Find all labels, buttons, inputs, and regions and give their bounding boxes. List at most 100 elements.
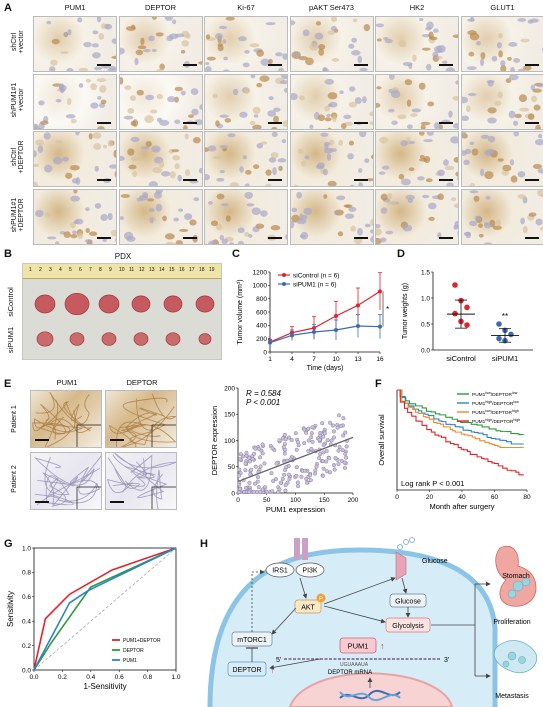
cell-nucleus — [126, 107, 134, 114]
cell-nucleus — [290, 220, 294, 228]
cell-membrane — [207, 547, 498, 707]
data-point — [464, 304, 470, 311]
cell-nucleus — [483, 241, 492, 244]
logrank-annotation: Log rank P < 0.001 — [401, 479, 464, 488]
data-point — [247, 489, 252, 494]
five-prime: 5' — [276, 657, 281, 664]
cell-nucleus — [327, 180, 337, 186]
cell-nucleus — [527, 112, 534, 120]
deptor-label: DEPTOR — [232, 667, 261, 674]
cell-nucleus — [517, 68, 525, 71]
cell-nucleus — [129, 94, 136, 101]
data-point — [318, 452, 323, 457]
cell-nucleus — [100, 213, 108, 221]
y-axis-label: Overall survival — [377, 414, 386, 466]
cell-nucleus — [164, 17, 173, 21]
tumor-sicontrol — [131, 295, 151, 313]
cell-nucleus — [239, 166, 244, 173]
cell-nucleus — [155, 203, 162, 212]
data-point — [250, 457, 255, 462]
y-tick-label: 800 — [256, 296, 267, 303]
cell-nucleus — [348, 101, 357, 108]
cell-nucleus — [210, 219, 219, 226]
cell-nucleus — [113, 149, 116, 158]
cell-nucleus — [221, 237, 228, 244]
cell-nucleus — [323, 104, 330, 111]
cell-nucleus — [405, 194, 415, 200]
cell-nucleus — [408, 167, 415, 172]
panel-label-h: H — [200, 538, 208, 550]
cell-nucleus — [298, 94, 305, 101]
data-point — [244, 450, 249, 455]
series-line — [269, 290, 381, 343]
cell-nucleus — [219, 170, 225, 174]
cell-nucleus — [368, 120, 373, 125]
cell-nucleus — [49, 66, 56, 71]
irs1-label: IRS1 — [272, 568, 288, 575]
legend-label: PUM1+DEPTOR — [123, 638, 161, 644]
data-point — [327, 470, 332, 475]
cell-nucleus — [83, 41, 92, 48]
data-point — [287, 435, 292, 440]
cell-nucleus — [181, 40, 189, 47]
cell-nucleus — [268, 157, 277, 163]
cell-nucleus — [259, 74, 270, 82]
cell-nucleus — [297, 55, 308, 61]
cell-nucleus — [34, 209, 44, 217]
cell-nucleus — [249, 120, 256, 125]
tumor-sipum1 — [101, 332, 117, 346]
cell-nucleus — [330, 17, 337, 22]
e-row-patient2: Patient 2 — [11, 465, 18, 493]
y-tick-label: 50 — [228, 464, 236, 471]
data-point — [269, 471, 274, 476]
cell-nucleus — [302, 29, 310, 37]
cell-nucleus — [171, 155, 180, 161]
data-point — [306, 426, 311, 431]
data-point — [271, 479, 276, 484]
cell-nucleus — [463, 231, 471, 236]
cell-nucleus — [250, 74, 256, 78]
legend-marker — [282, 273, 286, 277]
cell-nucleus — [184, 133, 189, 140]
data-point — [255, 479, 260, 484]
cell-nucleus — [485, 195, 490, 200]
tissue-fiber — [119, 406, 175, 447]
y-axis-label: Tumor weights (g) — [402, 283, 409, 339]
survival-curve — [397, 389, 524, 449]
data-point — [294, 447, 299, 452]
data-point — [304, 480, 309, 485]
tumor-sipum1 — [133, 332, 149, 346]
cell-nucleus — [422, 194, 430, 198]
cell-nucleus — [165, 241, 175, 244]
patient-ihc-image — [105, 390, 177, 448]
cell-nucleus — [512, 120, 518, 126]
cell-nucleus — [265, 183, 272, 186]
cell-nucleus — [212, 93, 218, 98]
ihc-image — [375, 16, 459, 72]
cell-nucleus — [85, 206, 90, 211]
scale-bar — [182, 64, 197, 66]
cell-nucleus — [222, 148, 228, 152]
cell-nucleus — [508, 74, 519, 80]
data-point — [237, 467, 242, 472]
cell-nucleus — [327, 30, 335, 35]
cell-nucleus — [54, 240, 60, 244]
ihc-image — [289, 73, 374, 130]
x-tick-label: 0.0 — [29, 674, 38, 681]
cell-nucleus — [147, 35, 155, 42]
row-label-0: shCtrl +vector — [11, 30, 26, 54]
cell-nucleus — [407, 123, 413, 129]
y-tick-label: 100 — [224, 438, 235, 445]
cell-nucleus — [535, 218, 543, 225]
data-point — [321, 466, 326, 471]
cell-nucleus — [348, 140, 354, 146]
cell-nucleus — [171, 19, 176, 25]
y-tick-label: 0.8 — [22, 570, 31, 577]
panel-label-e: E — [4, 378, 12, 390]
cell-nucleus — [368, 110, 373, 116]
x-tick-label: 150 — [319, 497, 330, 504]
cell-nucleus — [446, 182, 454, 186]
ihc-image — [33, 16, 117, 72]
cell-nucleus — [495, 218, 501, 226]
data-point — [256, 485, 261, 490]
